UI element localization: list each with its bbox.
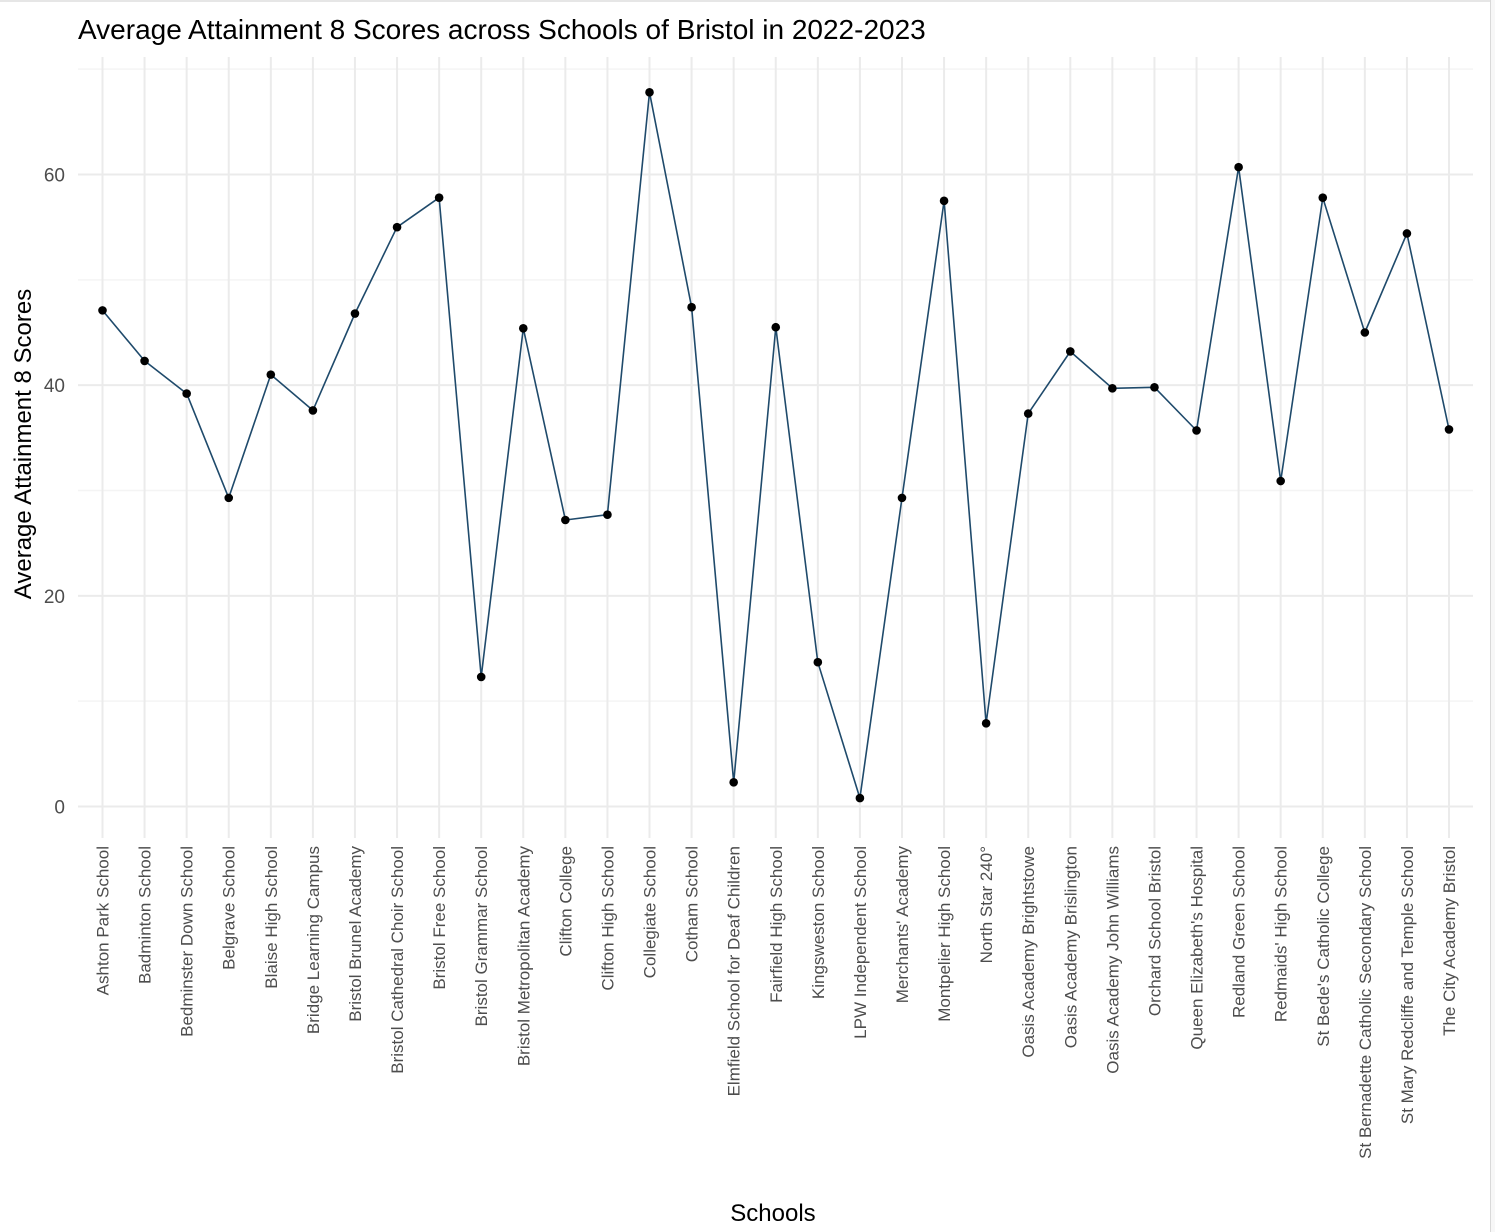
- x-tick-label: Merchants' Academy: [893, 846, 912, 1004]
- data-point: [350, 309, 360, 318]
- data-point: [1065, 347, 1075, 356]
- data-point: [1444, 425, 1454, 434]
- y-tick-label: 0: [54, 798, 65, 819]
- data-point: [392, 222, 402, 232]
- x-tick-label: Clifton College: [556, 846, 575, 957]
- data-point: [308, 406, 318, 415]
- data-point: [1192, 426, 1201, 435]
- x-tick-label: St Bede's Catholic College: [1314, 846, 1333, 1047]
- data-point: [434, 193, 444, 202]
- data-point: [981, 718, 991, 728]
- x-tick-label: St Mary Redcliffe and Temple School: [1398, 846, 1417, 1124]
- x-tick-label: Montpelier High School: [935, 846, 954, 1022]
- data-point: [855, 793, 865, 803]
- y-tick-label: 60: [44, 166, 65, 187]
- data-points: [98, 88, 1454, 803]
- x-tick-label: Orchard School Bristol: [1146, 846, 1165, 1016]
- x-tick-label: St Bernadette Catholic Secondary School: [1356, 846, 1375, 1159]
- y-tick-label: 40: [44, 376, 65, 397]
- data-point: [561, 515, 570, 525]
- window-top-edge: [0, 0, 1490, 2]
- x-axis-title: Schools: [730, 1200, 815, 1227]
- x-tick-label: Fairfield High School: [767, 846, 786, 1003]
- x-tick-label: Oasis Academy John Williams: [1103, 846, 1122, 1074]
- x-tick-label: Redland Green School: [1230, 846, 1249, 1018]
- data-point: [1360, 328, 1370, 337]
- x-tick-label: Blaise High School: [262, 846, 281, 989]
- data-point: [518, 323, 528, 333]
- data-point: [645, 88, 654, 97]
- x-tick-label: Belgrave School: [220, 846, 239, 970]
- x-tick-label: Clifton High School: [598, 846, 617, 991]
- y-axis-title: Average Attainment 8 Scores: [10, 289, 37, 599]
- x-tick-label: Bristol Grammar School: [472, 846, 491, 1026]
- x-tick-label: LPW Independent School: [851, 846, 870, 1039]
- y-axis-tick-labels: 0 20 40 60: [44, 166, 65, 819]
- data-point: [687, 302, 696, 312]
- data-point: [603, 510, 612, 520]
- x-tick-label: Redmaids' High School: [1272, 846, 1291, 1022]
- chart-title: Average Attainment 8 Scores across Schoo…: [78, 14, 926, 45]
- x-tick-label: Kingsweston School: [809, 846, 828, 999]
- data-point: [1023, 409, 1033, 418]
- x-tick-label: Bridge Learning Campus: [304, 846, 323, 1034]
- data-point: [1276, 476, 1285, 486]
- x-tick-label: Elmfield School for Deaf Children: [725, 846, 744, 1096]
- y-tick-label: 20: [44, 587, 65, 608]
- x-axis-tick-labels: Ashton Park School Badminton School Bedmin…: [94, 846, 1460, 1159]
- data-point: [266, 370, 276, 379]
- x-tick-label: Ashton Park School: [94, 846, 113, 995]
- data-point: [1402, 229, 1412, 238]
- x-tick-label: The City Academy Bristol: [1440, 846, 1459, 1036]
- x-tick-label: Cotham School: [683, 846, 702, 962]
- data-point: [1150, 382, 1159, 392]
- data-point: [1234, 162, 1243, 172]
- x-tick-label: Oasis Academy Brightstowe: [1019, 846, 1038, 1058]
- data-point: [1318, 193, 1328, 202]
- data-point: [1108, 384, 1117, 393]
- data-point: [939, 196, 949, 206]
- data-point: [140, 356, 149, 366]
- x-tick-label: Bedminster Down School: [178, 846, 197, 1037]
- x-tick-label: Bristol Cathedral Choir School: [388, 846, 407, 1074]
- data-point: [729, 777, 738, 787]
- x-tick-label: Badminton School: [136, 846, 155, 984]
- x-tick-label: North Star 240°: [977, 846, 996, 963]
- data-point: [476, 672, 486, 682]
- window-scrollbar-edge: [1490, 0, 1495, 1232]
- data-point: [224, 493, 234, 503]
- x-tick-label: Bristol Metropolitan Academy: [514, 846, 533, 1067]
- data-point: [182, 389, 191, 398]
- data-point: [897, 493, 907, 503]
- x-tick-label: Bristol Free School: [430, 846, 449, 990]
- data-point: [98, 306, 107, 315]
- x-tick-label: Bristol Brunel Academy: [346, 846, 365, 1022]
- major-gridlines: [78, 57, 1473, 838]
- x-tick-label: Collegiate School: [641, 846, 660, 978]
- x-tick-label: Queen Elizabeth's Hospital: [1188, 846, 1207, 1050]
- data-point: [771, 322, 781, 332]
- data-point: [813, 657, 823, 667]
- x-tick-label: Oasis Academy Brislington: [1061, 846, 1080, 1048]
